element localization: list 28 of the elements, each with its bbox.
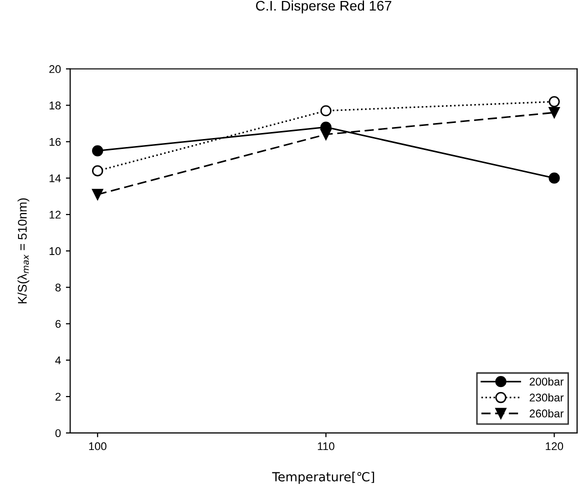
y-tick-label: 6 bbox=[56, 320, 61, 328]
y-tick-label: 4 bbox=[55, 356, 61, 364]
y-tick-label: 2 bbox=[56, 392, 61, 401]
point bbox=[320, 128, 332, 140]
x-tick-label: 120 bbox=[546, 442, 564, 450]
y-tick-label: 8 bbox=[55, 284, 61, 292]
point bbox=[92, 145, 104, 156]
y-tick-label: 16 bbox=[50, 138, 61, 146]
point bbox=[548, 96, 560, 108]
y-tick-label: 20 bbox=[49, 65, 61, 74]
x-axis-title: Temperature[℃] bbox=[272, 472, 374, 484]
point bbox=[548, 172, 560, 184]
legend-label: 230bar bbox=[530, 393, 564, 402]
x-tick-label: 110 bbox=[318, 442, 334, 450]
y-tick-label: 10 bbox=[50, 247, 61, 256]
point bbox=[92, 165, 104, 176]
y-axis-title: K/S(λ$_{max}$ = 510nm) bbox=[18, 198, 30, 304]
x-tick-label: 100 bbox=[89, 442, 106, 450]
point bbox=[548, 107, 560, 118]
y-tick-label: 12 bbox=[50, 210, 61, 219]
legend-label: 260bar bbox=[530, 409, 564, 418]
y-tick-label: 14 bbox=[50, 174, 61, 182]
y-tick-label: 18 bbox=[50, 102, 61, 110]
point bbox=[92, 188, 104, 200]
y-tick-label: 0 bbox=[55, 429, 61, 438]
point bbox=[320, 105, 332, 116]
chart-title: C.I. Disperse Red 167 bbox=[256, 0, 392, 14]
legend-label: 200bar bbox=[530, 377, 564, 386]
